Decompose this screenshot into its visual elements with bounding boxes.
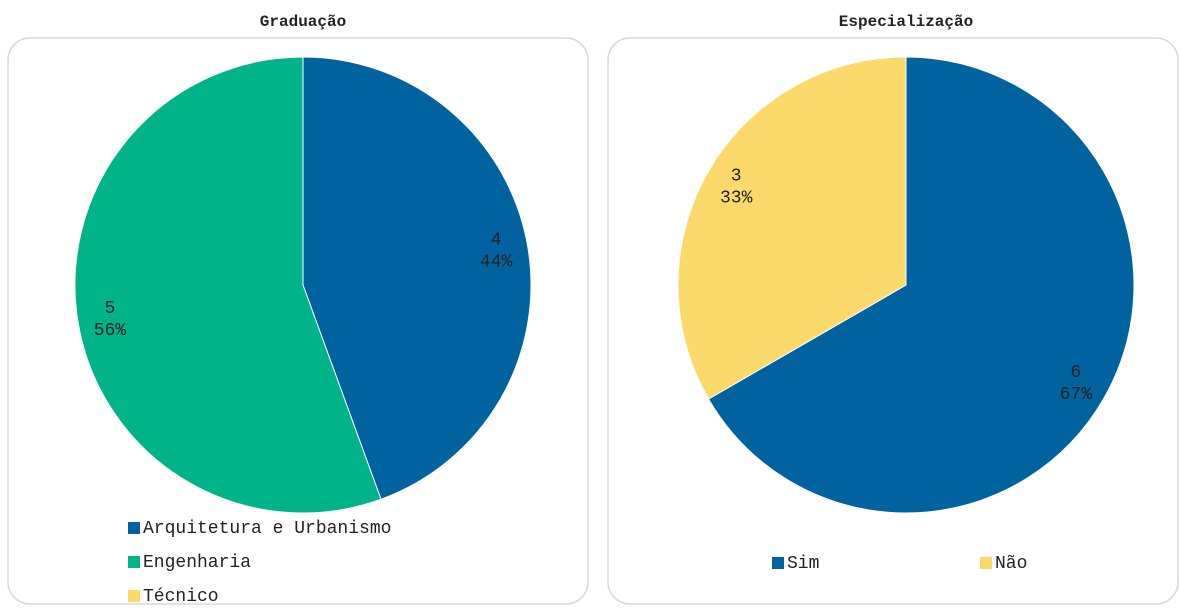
- legend-swatch: [128, 590, 140, 602]
- data-label: 67%: [1060, 385, 1093, 405]
- data-label: 33%: [720, 189, 753, 209]
- data-label: 6: [1070, 363, 1081, 383]
- pie-slice: [302, 56, 532, 500]
- data-label: 3: [731, 167, 742, 187]
- data-label: 4: [491, 231, 502, 251]
- legend-swatch: [128, 522, 140, 534]
- pie-slice: [707, 56, 1135, 514]
- legend-label: Não: [995, 554, 1027, 574]
- legend-label: Arquitetura e Urbanismo: [143, 519, 391, 539]
- pie-slice: [74, 56, 382, 514]
- legend-label: Sim: [787, 554, 819, 574]
- data-label: 5: [104, 299, 115, 319]
- legend-swatch: [128, 556, 140, 568]
- chart-title: Graduação: [260, 13, 346, 31]
- legend-label: Técnico: [143, 587, 219, 607]
- data-label: 56%: [94, 321, 127, 341]
- legend-swatch: [980, 557, 992, 569]
- data-label: 44%: [480, 253, 513, 273]
- pie-slice: [677, 56, 907, 400]
- chart-title: Especialização: [839, 13, 973, 31]
- legend-label: Engenharia: [143, 553, 251, 573]
- legend-swatch: [772, 557, 784, 569]
